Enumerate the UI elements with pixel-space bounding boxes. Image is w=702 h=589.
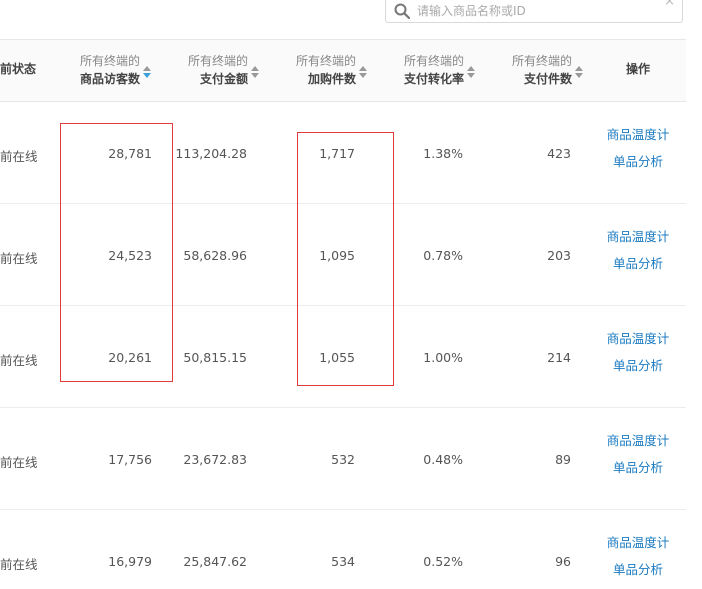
visitors-cell: 17,756 (108, 452, 152, 467)
cart-cell: 1,055 (319, 350, 355, 365)
status-cell: 前在线 (0, 455, 38, 470)
conversion-cell: 1.00% (423, 350, 463, 365)
search-icon (394, 3, 410, 19)
table-row: 前在线 20,261 50,815.15 1,055 1.00% 214 商品温… (0, 306, 686, 408)
table-row: 前在线 16,979 25,847.62 534 0.52% 96 商品温度计 … (0, 510, 686, 589)
cart-cell: 1,717 (319, 146, 355, 161)
sort-conversion-icon[interactable] (467, 66, 475, 78)
qty-cell: 96 (555, 554, 571, 569)
conversion-cell: 0.78% (423, 248, 463, 263)
qty-cell: 203 (547, 248, 571, 263)
ops-cell: 商品温度计 单品分析 (590, 427, 686, 481)
cart-cell: 532 (331, 452, 355, 467)
table-row: 前在线 17,756 23,672.83 532 0.48% 89 商品温度计 … (0, 408, 686, 510)
search-input[interactable]: 请输入商品名称或ID × (385, 0, 683, 23)
highlight-box-cart (297, 132, 394, 386)
qty-cell: 214 (547, 350, 571, 365)
table-top-border (0, 39, 686, 40)
table-header: 前状态 所有终端的 商品访客数 所有终端的 支付金额 所有终端的 加购件数 所有… (0, 40, 686, 102)
header-conversion[interactable]: 所有终端的 支付转化率 (403, 54, 464, 86)
qty-cell: 423 (547, 146, 571, 161)
analysis-link[interactable]: 单品分析 (612, 562, 663, 577)
amount-cell: 113,204.28 (175, 146, 247, 161)
table-row: 前在线 24,523 58,628.96 1,095 0.78% 203 商品温… (0, 204, 686, 306)
qty-cell: 89 (555, 452, 571, 467)
header-amount[interactable]: 所有终端的 支付金额 (187, 54, 248, 86)
amount-cell: 25,847.62 (183, 554, 247, 569)
visitors-cell: 16,979 (108, 554, 152, 569)
ops-cell: 商品温度计 单品分析 (590, 529, 686, 583)
table-row: 前在线 28,781 113,204.28 1,717 1.38% 423 商品… (0, 102, 686, 204)
status-cell: 前在线 (0, 353, 38, 368)
status-cell: 前在线 (0, 557, 38, 572)
header-qty[interactable]: 所有终端的 支付件数 (511, 54, 572, 86)
temperature-link[interactable]: 商品温度计 (606, 433, 670, 448)
visitors-cell: 20,261 (108, 350, 152, 365)
header-cart[interactable]: 所有终端的 加购件数 (295, 54, 356, 86)
clear-search-icon[interactable]: × (664, 0, 675, 9)
cart-cell: 534 (331, 554, 355, 569)
amount-cell: 50,815.15 (183, 350, 247, 365)
status-cell: 前在线 (0, 251, 38, 266)
amount-cell: 23,672.83 (183, 452, 247, 467)
conversion-cell: 1.38% (423, 146, 463, 161)
analysis-link[interactable]: 单品分析 (612, 154, 663, 169)
visitors-cell: 28,781 (108, 146, 152, 161)
temperature-link[interactable]: 商品温度计 (606, 229, 670, 244)
header-status: 前状态 (0, 62, 37, 76)
amount-cell: 58,628.96 (183, 248, 247, 263)
header-ops: 操作 (625, 62, 650, 76)
temperature-link[interactable]: 商品温度计 (606, 535, 670, 550)
conversion-cell: 0.48% (423, 452, 463, 467)
status-cell: 前在线 (0, 149, 38, 164)
analysis-link[interactable]: 单品分析 (612, 460, 663, 475)
header-visitors[interactable]: 所有终端的 商品访客数 (79, 54, 140, 86)
analysis-link[interactable]: 单品分析 (612, 256, 663, 271)
highlight-box-visitors (60, 123, 173, 382)
sort-cart-icon[interactable] (359, 66, 367, 78)
ops-cell: 商品温度计 单品分析 (590, 325, 686, 379)
sort-amount-icon[interactable] (251, 66, 259, 78)
sort-visitors-icon[interactable] (143, 66, 151, 78)
ops-cell: 商品温度计 单品分析 (590, 223, 686, 277)
temperature-link[interactable]: 商品温度计 (606, 331, 670, 346)
sort-qty-icon[interactable] (575, 66, 583, 78)
search-placeholder: 请输入商品名称或ID (417, 4, 526, 18)
cart-cell: 1,095 (319, 248, 355, 263)
conversion-cell: 0.52% (423, 554, 463, 569)
ops-cell: 商品温度计 单品分析 (590, 121, 686, 175)
visitors-cell: 24,523 (108, 248, 152, 263)
temperature-link[interactable]: 商品温度计 (606, 127, 670, 142)
analysis-link[interactable]: 单品分析 (612, 358, 663, 373)
